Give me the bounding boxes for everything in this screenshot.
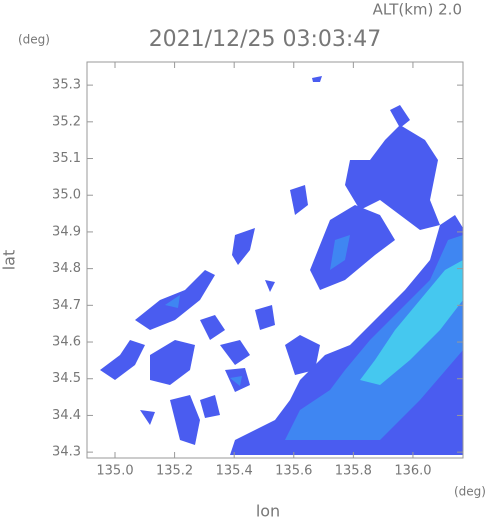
y-tick-label: 34.8 [52,261,81,276]
x-tick-label: 135.2 [156,464,193,479]
y-tick-label: 34.4 [52,408,81,423]
chart-title: 2021/12/25 03:03:47 [149,27,382,52]
y-tick-label: 34.6 [52,335,81,350]
y-axis-label: lat [0,250,19,271]
y-tick-label: 35.1 [52,151,81,166]
y-tick-label: 34.7 [52,298,81,313]
y-tick-label: 35.2 [52,114,81,129]
y-tick-label: 35.0 [52,188,81,203]
x-tick-label: 136.0 [394,464,431,479]
x-tick-label: 135.4 [216,464,253,479]
y-tick-label: 34.5 [52,371,81,386]
plot-frame [86,61,464,459]
radar-echoes [100,76,463,455]
x-unit: (deg) [454,485,486,499]
x-tick-label: 135.8 [335,464,372,479]
y-tick-label: 34.3 [52,445,81,460]
x-tick-label: 135.6 [275,464,312,479]
y-tick-label: 35.3 [52,78,81,93]
x-axis-label: lon [256,502,280,521]
y-unit: (deg) [18,33,50,47]
altitude-label: ALT(km) 2.0 [373,1,462,19]
y-tick-label: 34.9 [52,224,81,239]
x-tick-label: 135.0 [96,464,133,479]
